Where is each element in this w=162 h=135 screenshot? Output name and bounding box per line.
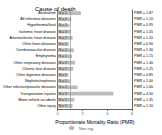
svg-text:Other digestive diseases: Other digestive diseases [16,73,56,77]
svg-text:Ischemic heart disease: Ischemic heart disease [19,30,56,34]
svg-text:Other injury: Other injury [37,104,56,108]
svg-text:Other heart diseases: Other heart diseases [22,42,56,46]
svg-text:PMR = 1.40: PMR = 1.40 [134,61,153,65]
svg-text:PMR = 1.05: PMR = 1.05 [134,30,153,34]
svg-text:Other respiratory diseases: Other respiratory diseases [14,61,56,65]
svg-text:Arteriosclerotic heart disease: Arteriosclerotic heart disease [9,36,55,40]
svg-text:PMR = 1.87: PMR = 1.87 [134,11,153,15]
svg-text:Proportionate Mortality Ratio: Proportionate Mortality Ratio (PMR) [55,119,135,125]
svg-text:Transportation injuries: Transportation injuries [20,92,56,96]
svg-text:PMR = 1.60: PMR = 1.60 [134,85,153,89]
svg-text:N = 1: N = 1 [59,73,67,77]
svg-text:PMR = 0.85: PMR = 0.85 [134,73,153,77]
svg-text:0: 0 [57,111,60,116]
svg-text:N = 1: N = 1 [59,42,67,46]
svg-text:PMR = 0.90: PMR = 0.90 [134,42,153,46]
svg-text:PMR = 0.95: PMR = 0.95 [134,23,153,27]
svg-text:PMR = 1.10: PMR = 1.10 [134,17,153,21]
svg-text:N = 1: N = 1 [59,23,67,27]
svg-text:N = 1: N = 1 [59,98,67,102]
svg-text:PMR = 1.15: PMR = 1.15 [134,54,153,58]
svg-text:Cerebrovascular disease: Cerebrovascular disease [16,48,56,52]
svg-text:PMR = 1.00: PMR = 1.00 [134,79,153,83]
svg-text:N = 1: N = 1 [59,104,67,108]
svg-text:Cause of death: Cause of death [35,6,76,12]
svg-text:Other infective/parasitic dise: Other infective/parasitic diseases [3,85,56,89]
svg-text:Motor vehicle accidents: Motor vehicle accidents [18,98,56,102]
svg-text:N = 1: N = 1 [58,11,67,16]
svg-text:Nephritis/nephrosis: Nephritis/nephrosis [25,79,56,83]
svg-text:Alcoholism: Alcoholism [38,11,56,16]
svg-text:N = 1: N = 1 [59,67,67,71]
svg-text:PMR = 1.20: PMR = 1.20 [134,36,153,40]
svg-text:N = 2: N = 2 [59,17,67,21]
svg-text:N = 2: N = 2 [59,48,67,52]
svg-text:N = 2: N = 2 [59,36,67,40]
svg-text:PMR = 1.25: PMR = 1.25 [134,67,153,71]
svg-text:Hypothermia/heat: Hypothermia/heat [27,23,55,27]
svg-text:PMR = 1.20: PMR = 1.20 [134,104,153,108]
svg-text:6: 6 [131,111,134,116]
svg-text:N = 2: N = 2 [59,61,67,65]
svg-text:N = 1: N = 1 [59,54,67,58]
svg-text:PMR = 1.35: PMR = 1.35 [134,98,153,102]
svg-text:4: 4 [106,111,109,116]
svg-text:All infectious diseases: All infectious diseases [20,17,56,21]
svg-text:N = 1: N = 1 [59,79,67,83]
svg-text:2: 2 [81,111,84,116]
svg-text:Non-sig: Non-sig [79,126,93,131]
svg-text:N = 3: N = 3 [59,92,67,96]
svg-text:Chronic liver disease: Chronic liver disease [22,67,55,71]
svg-text:PMR = 4.50: PMR = 4.50 [134,92,153,96]
svg-text:N = 2: N = 2 [59,85,67,89]
svg-text:Emphysema: Emphysema [36,54,56,58]
svg-text:PMR = 1.30: PMR = 1.30 [134,48,153,52]
svg-text:N = 3: N = 3 [59,30,67,34]
